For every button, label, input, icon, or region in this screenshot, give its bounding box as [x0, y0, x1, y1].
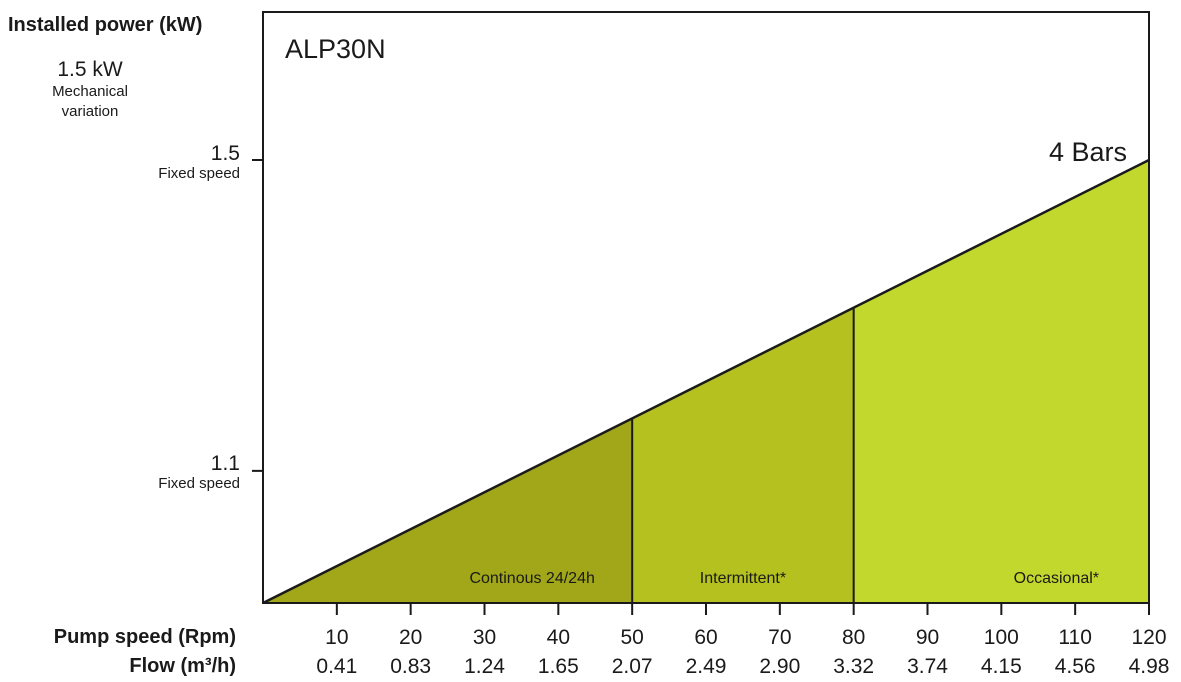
y-tick-label-1-5: 1.5 Fixed speed	[158, 143, 240, 183]
x-tick-label-flow: 4.98	[1129, 655, 1170, 678]
x-tick-label-flow: 4.15	[981, 655, 1022, 678]
x-tick-label-flow: 2.90	[759, 655, 800, 678]
x-tick-label-rpm: 40	[547, 626, 570, 649]
x-tick-label-rpm: 10	[325, 626, 348, 649]
x-tick-label-rpm: 30	[473, 626, 496, 649]
x-tick-label-flow: 0.83	[390, 655, 431, 678]
x-tick-label-rpm: 120	[1131, 626, 1166, 649]
series-line-4-bars	[262, 158, 1150, 605]
series-label-4-bars: 4 Bars	[1049, 137, 1127, 167]
x-axis-title-rpm: Pump speed (Rpm)	[53, 626, 236, 648]
x-tick-label-rpm: 100	[984, 626, 1019, 649]
x-tick-label-flow: 2.49	[686, 655, 727, 678]
x-tick-label-rpm: 20	[399, 626, 422, 649]
x-tick-label-rpm: 60	[694, 626, 717, 649]
y-tick-sub: Fixed speed	[158, 165, 240, 182]
region-1	[632, 307, 854, 603]
region-label-0: Continous 24/24h	[469, 570, 594, 587]
x-tick-label-rpm: 110	[1058, 626, 1091, 649]
y-tick-sub: Fixed speed	[158, 475, 240, 492]
x-tick-label-flow: 3.74	[907, 655, 948, 678]
region-2	[853, 160, 1149, 603]
x-tick-label-rpm: 70	[768, 626, 791, 649]
variation-label-line2: variation	[61, 103, 119, 120]
y-tick-value: 1.1	[210, 452, 240, 475]
x-tick-label-rpm: 90	[916, 626, 939, 649]
x-tick-label-rpm: 50	[620, 626, 643, 649]
x-tick-label-flow: 2.07	[612, 655, 653, 678]
x-tick-label-flow: 1.65	[538, 655, 579, 678]
variation-value: 1.5 kW	[57, 58, 123, 81]
y-tick-value: 1.5	[210, 142, 240, 165]
region-label-2: Occasional*	[1014, 570, 1099, 587]
variation-label-line1: Mechanical	[52, 83, 128, 100]
x-tick-label-flow: 3.32	[833, 655, 874, 678]
chart-title: ALP30N	[285, 34, 386, 64]
region-label-1: Intermittent*	[700, 570, 786, 587]
x-tick-label-flow: 0.41	[316, 655, 357, 678]
x-tick-label-flow: 4.56	[1055, 655, 1096, 678]
y-tick-label-1-1: 1.1 Fixed speed	[158, 453, 240, 493]
mechanical-variation-label: 1.5 kW Mechanical variation	[30, 58, 150, 122]
x-tick-label-flow: 1.24	[464, 655, 505, 678]
y-axis-title: Installed power (kW)	[8, 14, 203, 36]
x-tick-label-rpm: 80	[842, 626, 865, 649]
x-axis-title-flow: Flow (m³/h)	[129, 655, 236, 677]
